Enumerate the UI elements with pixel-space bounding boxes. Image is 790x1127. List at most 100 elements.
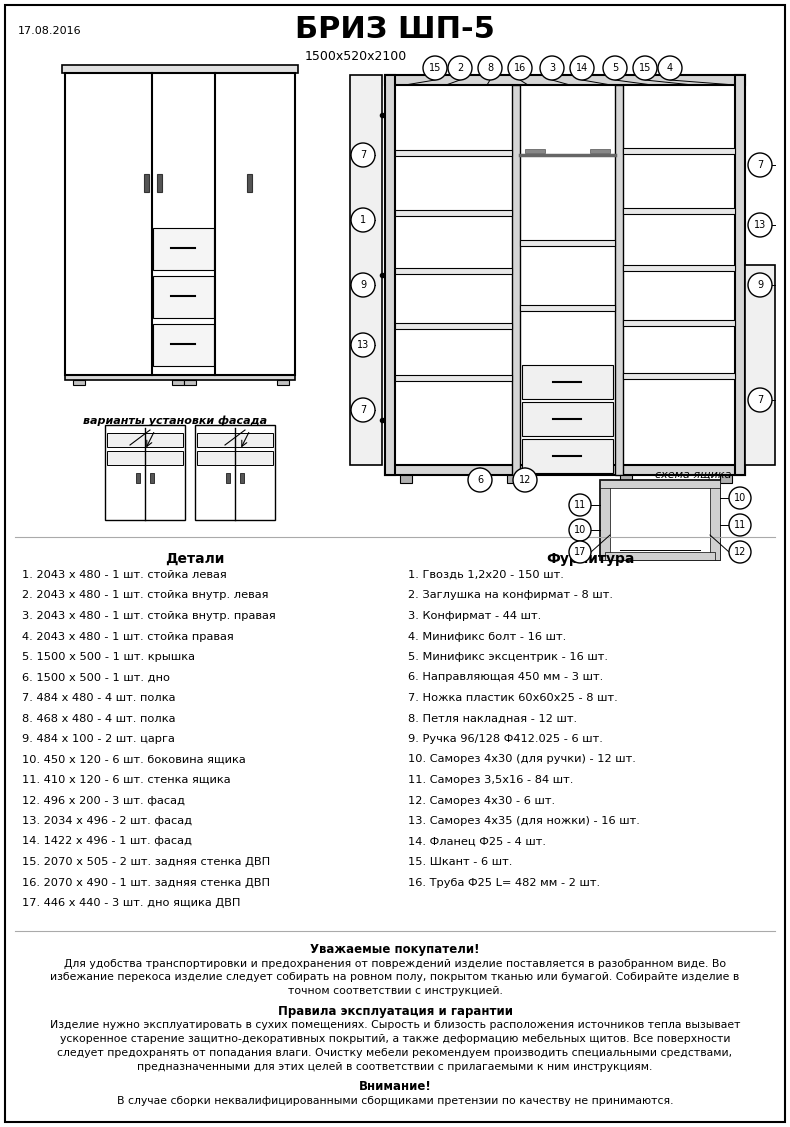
Text: 10: 10 — [574, 525, 586, 535]
Text: 4: 4 — [667, 63, 673, 73]
Text: точном соответствии с инструкцией.: точном соответствии с инструкцией. — [288, 986, 502, 996]
Text: ускоренное старение защитно-декоративных покрытий, а также деформацию мебельных : ускоренное старение защитно-декоративных… — [60, 1035, 730, 1045]
Text: 16. Труба Ф25 L= 482 мм - 2 шт.: 16. Труба Ф25 L= 482 мм - 2 шт. — [408, 878, 600, 887]
Circle shape — [468, 468, 492, 492]
Circle shape — [513, 468, 537, 492]
Bar — [395, 375, 512, 381]
Bar — [195, 425, 275, 520]
Text: 12. 496 х 200 - 3 шт. фасад: 12. 496 х 200 - 3 шт. фасад — [22, 796, 185, 806]
Bar — [226, 473, 230, 483]
Bar — [145, 174, 149, 192]
Bar — [153, 228, 213, 269]
Bar — [623, 265, 735, 270]
Circle shape — [448, 56, 472, 80]
Text: 7. 484 х 480 - 4 шт. полка: 7. 484 х 480 - 4 шт. полка — [22, 693, 175, 703]
Text: 3. 2043 х 480 - 1 шт. стойка внутр. правая: 3. 2043 х 480 - 1 шт. стойка внутр. прав… — [22, 611, 276, 621]
Circle shape — [423, 56, 447, 80]
Text: В случае сборки неквалифицированными сборщиками претензии по качеству не принима: В случае сборки неквалифицированными сбо… — [117, 1097, 673, 1107]
Text: 10. 450 х 120 - 6 шт. боковина ящика: 10. 450 х 120 - 6 шт. боковина ящика — [22, 754, 246, 764]
Bar — [65, 73, 295, 375]
Bar — [153, 325, 213, 365]
Circle shape — [603, 56, 627, 80]
Text: 7: 7 — [757, 394, 763, 405]
Bar — [522, 440, 613, 473]
Circle shape — [569, 520, 591, 541]
Bar — [153, 276, 213, 318]
Text: предназначенными для этих целей в соответствии с прилагаемыми к ним инструкциям.: предназначенными для этих целей в соотве… — [137, 1063, 653, 1073]
Bar — [107, 451, 183, 465]
Text: схема ящика: схема ящика — [655, 470, 732, 480]
Bar — [522, 365, 613, 399]
Circle shape — [351, 143, 375, 167]
Text: 5: 5 — [612, 63, 618, 73]
Text: 1. Гвоздь 1,2х20 - 150 шт.: 1. Гвоздь 1,2х20 - 150 шт. — [408, 570, 564, 580]
Text: 6. Направляющая 450 мм - 3 шт.: 6. Направляющая 450 мм - 3 шт. — [408, 673, 604, 683]
Text: 7: 7 — [360, 405, 366, 415]
Bar — [73, 380, 85, 385]
Text: Для удобства транспортировки и предохранения от повреждений изделие поставляется: Для удобства транспортировки и предохран… — [64, 958, 726, 968]
Text: 1500х520х2100: 1500х520х2100 — [305, 50, 408, 63]
Bar — [385, 465, 745, 474]
Text: 13: 13 — [357, 340, 369, 350]
Text: 4. 2043 х 480 - 1 шт. стойка правая: 4. 2043 х 480 - 1 шт. стойка правая — [22, 631, 234, 641]
Bar — [623, 373, 735, 379]
Circle shape — [569, 494, 591, 516]
Bar — [395, 268, 512, 274]
Text: 2. 2043 х 480 - 1 шт. стойка внутр. левая: 2. 2043 х 480 - 1 шт. стойка внутр. лева… — [22, 591, 269, 601]
Bar — [720, 474, 732, 483]
Circle shape — [748, 388, 772, 412]
Text: 13: 13 — [754, 220, 766, 230]
Text: 16. 2070 х 490 - 1 шт. задняя стенка ДВП: 16. 2070 х 490 - 1 шт. задняя стенка ДВП — [22, 878, 270, 888]
Text: 6: 6 — [477, 474, 483, 485]
Text: БРИЗ ШП-5: БРИЗ ШП-5 — [295, 15, 495, 44]
Bar — [65, 375, 295, 380]
Text: 10: 10 — [734, 492, 746, 503]
Circle shape — [748, 273, 772, 298]
Bar — [525, 149, 545, 153]
Text: 11. Саморез 3,5х16 - 84 шт.: 11. Саморез 3,5х16 - 84 шт. — [408, 775, 574, 786]
Bar — [240, 473, 244, 483]
Text: 8. 468 х 480 - 4 шт. полка: 8. 468 х 480 - 4 шт. полка — [22, 713, 175, 724]
Circle shape — [351, 398, 375, 421]
Text: 8: 8 — [487, 63, 493, 73]
Text: Фурнитура: Фурнитура — [546, 552, 634, 566]
Text: 14. 1422 х 496 - 1 шт. фасад: 14. 1422 х 496 - 1 шт. фасад — [22, 836, 192, 846]
Text: 11: 11 — [574, 500, 586, 511]
Text: 13. 2034 х 496 - 2 шт. фасад: 13. 2034 х 496 - 2 шт. фасад — [22, 816, 192, 826]
Bar — [507, 474, 519, 483]
Bar — [400, 474, 412, 483]
Text: 15: 15 — [429, 63, 441, 73]
Circle shape — [351, 273, 375, 298]
Text: 7. Ножка пластик 60х60х25 - 8 шт.: 7. Ножка пластик 60х60х25 - 8 шт. — [408, 693, 618, 703]
Text: 10. Саморез 4х30 (для ручки) - 12 шт.: 10. Саморез 4х30 (для ручки) - 12 шт. — [408, 754, 636, 764]
Text: 2: 2 — [457, 63, 463, 73]
Text: Уважаемые покупатели!: Уважаемые покупатели! — [310, 942, 480, 956]
Bar — [395, 150, 512, 156]
Bar — [105, 425, 185, 520]
Text: 17.08.2016: 17.08.2016 — [18, 26, 81, 36]
Text: 15: 15 — [639, 63, 651, 73]
Text: Изделие нужно эксплуатировать в сухих помещениях. Сырость и близость расположени: Изделие нужно эксплуатировать в сухих по… — [50, 1021, 740, 1030]
Text: 1. 2043 х 480 - 1 шт. стойка левая: 1. 2043 х 480 - 1 шт. стойка левая — [22, 570, 227, 580]
Circle shape — [569, 541, 591, 564]
Text: 4. Минификс болт - 16 шт.: 4. Минификс болт - 16 шт. — [408, 631, 566, 641]
Circle shape — [540, 56, 564, 80]
Bar — [623, 320, 735, 326]
Text: избежание перекоса изделие следует собирать на ровном полу, покрытом тканью или : избежание перекоса изделие следует собир… — [51, 973, 739, 983]
Bar — [157, 174, 163, 192]
Circle shape — [351, 332, 375, 357]
Text: 12: 12 — [519, 474, 531, 485]
Bar — [395, 323, 512, 329]
Text: 6. 1500 х 500 - 1 шт. дно: 6. 1500 х 500 - 1 шт. дно — [22, 673, 170, 683]
Bar — [522, 402, 613, 436]
Text: 7: 7 — [360, 150, 366, 160]
Circle shape — [508, 56, 532, 80]
Circle shape — [351, 208, 375, 232]
Text: Детали: Детали — [165, 552, 224, 566]
Text: следует предохранять от попадания влаги. Очистку мебели рекомендуем производить : следует предохранять от попадания влаги.… — [58, 1048, 732, 1058]
Text: 12: 12 — [734, 547, 747, 557]
Bar — [385, 76, 745, 85]
Bar — [600, 480, 610, 560]
Circle shape — [658, 56, 682, 80]
Text: 7: 7 — [757, 160, 763, 170]
